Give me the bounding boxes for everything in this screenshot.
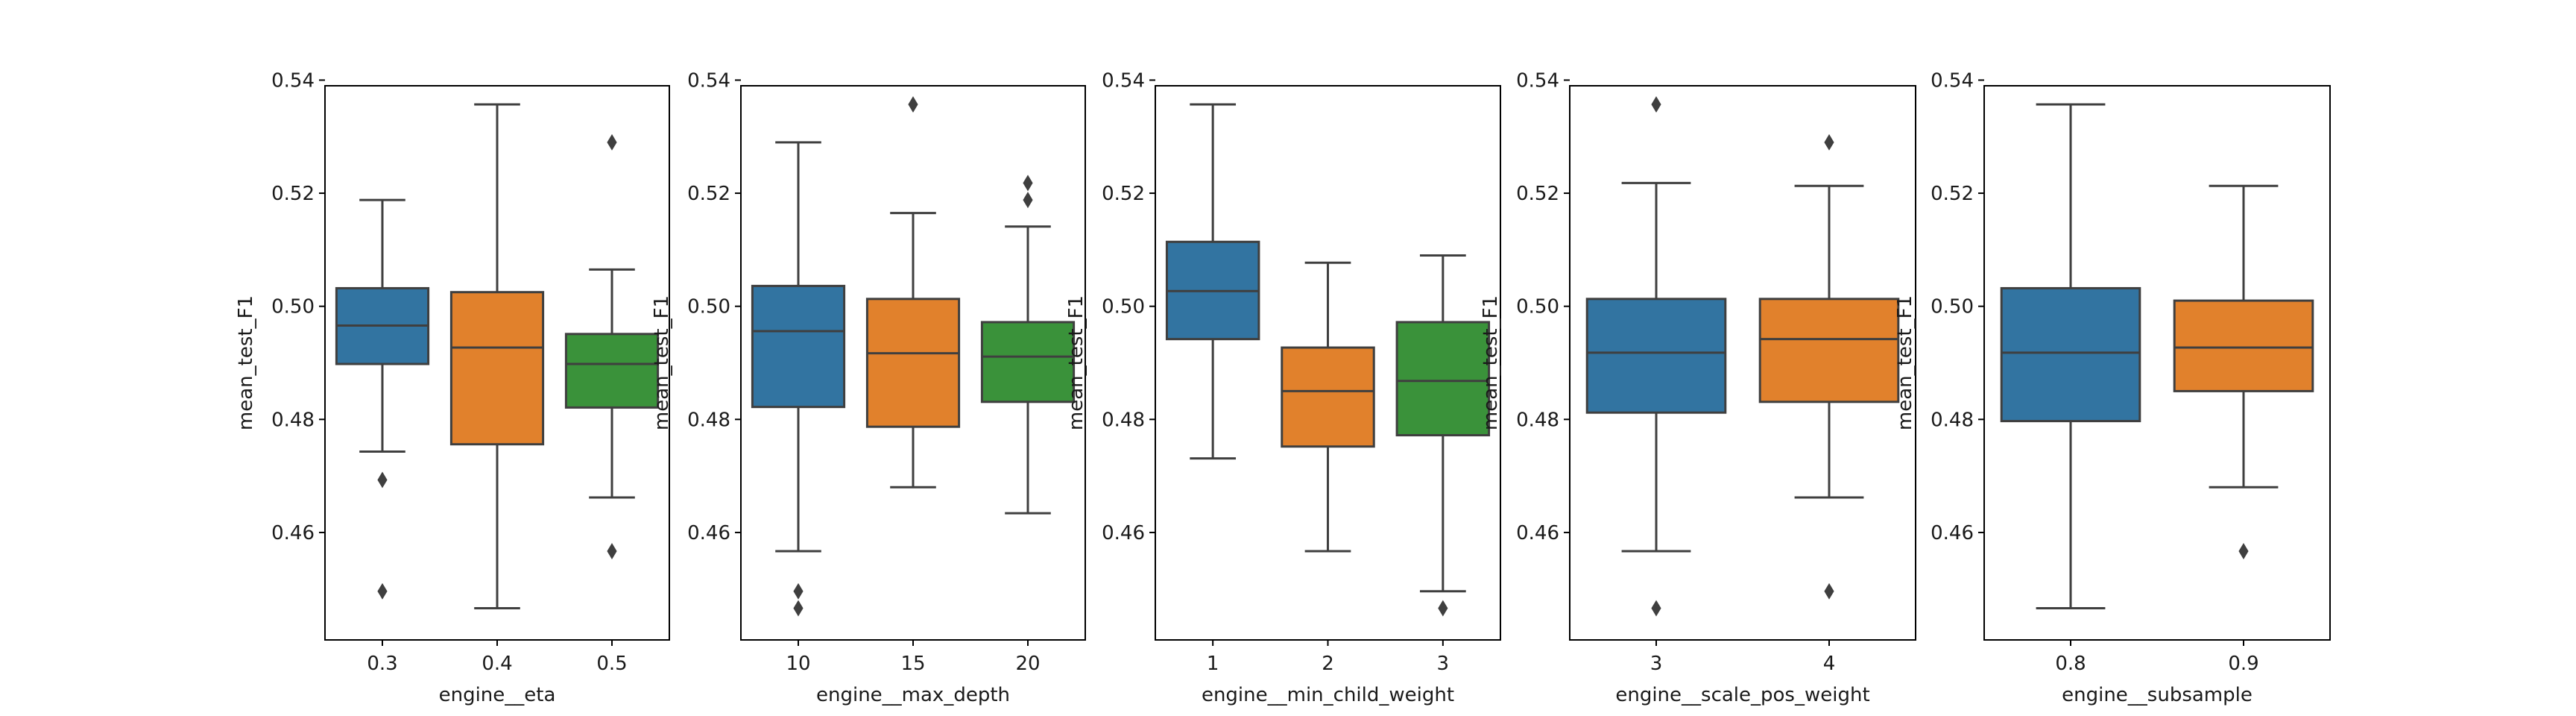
- outlier-point: [908, 96, 918, 113]
- outlier-point: [793, 600, 804, 617]
- box-iqr: [1281, 346, 1375, 448]
- x-axis-label: engine__min_child_weight: [1202, 684, 1454, 706]
- x-axis-label: engine__subsample: [2062, 684, 2253, 706]
- x-tick-label: 1: [1207, 653, 1219, 675]
- box-iqr: [980, 321, 1076, 403]
- box-2: [1281, 261, 1375, 553]
- x-tick-label: 3: [1650, 653, 1663, 675]
- x-tick-label: 0.8: [2055, 653, 2086, 675]
- x-tick-label: 10: [786, 653, 810, 675]
- boxplot-panel-1: 0.46 0.48 0.50 0.52 0.54 0.3 0.4 0.5 engine__eta…: [235, 69, 670, 706]
- x-axis-label: engine__max_depth: [816, 684, 1010, 706]
- y-tick-label: 0.50: [687, 296, 730, 318]
- box-0.4: [449, 103, 545, 610]
- y-axis-label: mean_test_F1: [1480, 295, 1502, 430]
- y-axis-label: mean_test_F1: [651, 295, 673, 430]
- box-iqr: [1758, 298, 1900, 403]
- box-0.3: [335, 198, 430, 600]
- y-tick-label: 0.48: [271, 409, 315, 431]
- outlier-point: [1023, 192, 1033, 209]
- boxplot-panel-4: 0.46 0.48 0.50 0.52 0.54 3 4 engine__scale_pos_…: [1480, 69, 1916, 706]
- y-tick-label: 0.50: [1102, 296, 1145, 318]
- outlier-point: [2238, 542, 2249, 559]
- x-tick-label: 0.3: [367, 653, 397, 675]
- boxplot-panel-2: 0.46 0.48 0.50 0.52 0.54 10 15 20engine__max_de…: [651, 69, 1086, 706]
- outlier-point: [607, 134, 617, 151]
- box-4: [1758, 134, 1900, 600]
- y-tick-label: 0.46: [1516, 522, 1559, 544]
- y-axis-label: mean_test_F1: [1065, 295, 1087, 430]
- box-15: [865, 96, 961, 489]
- x-tick-label: 15: [900, 653, 925, 675]
- x-axis-label: engine__scale_pos_weight: [1615, 684, 1869, 706]
- plot-frame: [1155, 85, 1501, 641]
- box-iqr: [564, 333, 660, 409]
- box-iqr: [2000, 286, 2141, 423]
- y-tick-label: 0.46: [1102, 522, 1145, 544]
- outlier-point: [1651, 600, 1661, 617]
- box-iqr: [449, 291, 545, 446]
- y-tick-label: 0.52: [1516, 183, 1559, 205]
- x-tick-label: 4: [1823, 653, 1836, 675]
- x-tick-label: 0.4: [482, 653, 512, 675]
- boxplot-panel-3: 0.46 0.48 0.50 0.52 0.54 1 2 3 engine__min_child…: [1065, 69, 1501, 706]
- outlier-point: [377, 582, 388, 600]
- y-tick-label: 0.52: [687, 183, 730, 205]
- x-tick-label: 0.5: [596, 653, 627, 675]
- y-tick-label: 0.48: [1931, 409, 1974, 431]
- y-tick-label: 0.50: [1516, 296, 1559, 318]
- y-tick-label: 0.46: [271, 522, 315, 544]
- box-iqr: [751, 284, 846, 409]
- y-tick-label: 0.46: [1931, 522, 1974, 544]
- y-axis-label: mean_test_F1: [235, 295, 257, 430]
- box-3: [1585, 96, 1727, 617]
- y-tick-label: 0.54: [1102, 69, 1145, 92]
- y-tick-label: 0.50: [271, 296, 315, 318]
- box-0.9: [2173, 184, 2314, 559]
- plot-frame: [740, 85, 1086, 641]
- y-tick-label: 0.52: [1102, 183, 1145, 205]
- y-tick-label: 0.50: [1931, 296, 1974, 318]
- y-tick-label: 0.54: [1516, 69, 1559, 92]
- y-tick-label: 0.52: [271, 183, 315, 205]
- box-iqr: [2173, 299, 2314, 392]
- outlier-point: [1651, 96, 1661, 113]
- plot-frame: [324, 85, 670, 641]
- plot-frame: [1569, 85, 1916, 641]
- x-axis-label: engine__eta: [439, 684, 556, 706]
- box-iqr: [865, 298, 961, 428]
- y-tick-label: 0.48: [687, 409, 730, 431]
- box-1: [1165, 103, 1260, 460]
- box-0.5: [564, 134, 660, 559]
- outlier-point: [1824, 134, 1834, 151]
- box-0.8: [2000, 103, 2141, 610]
- outlier-point: [1438, 600, 1448, 617]
- box-3: [1395, 254, 1491, 617]
- x-tick-label: 3: [1437, 653, 1450, 675]
- outlier-point: [1824, 582, 1834, 600]
- outlier-point: [1023, 175, 1033, 192]
- y-tick-label: 0.46: [687, 522, 730, 544]
- box-10: [751, 141, 846, 617]
- y-tick-label: 0.54: [1931, 69, 1974, 92]
- y-tick-label: 0.48: [1102, 409, 1145, 431]
- y-axis-label: mean_test_F1: [1894, 295, 1916, 430]
- box-20: [980, 175, 1076, 515]
- y-tick-label: 0.48: [1516, 409, 1559, 431]
- outlier-point: [793, 582, 804, 600]
- plot-frame: [1983, 85, 2331, 641]
- x-tick-label: 2: [1322, 653, 1334, 675]
- y-tick-label: 0.52: [1931, 183, 1974, 205]
- outlier-point: [607, 542, 617, 559]
- y-tick-label: 0.54: [271, 69, 315, 92]
- x-tick-label: 20: [1015, 653, 1040, 675]
- x-tick-label: 0.9: [2228, 653, 2258, 675]
- outlier-point: [377, 471, 388, 489]
- box-iqr: [1395, 321, 1491, 437]
- box-iqr: [1585, 298, 1727, 414]
- y-tick-label: 0.54: [687, 69, 730, 92]
- boxplot-panel-5: 0.46 0.48 0.50 0.52 0.54 0.8 0.9 engine__subsam…: [1894, 69, 2331, 706]
